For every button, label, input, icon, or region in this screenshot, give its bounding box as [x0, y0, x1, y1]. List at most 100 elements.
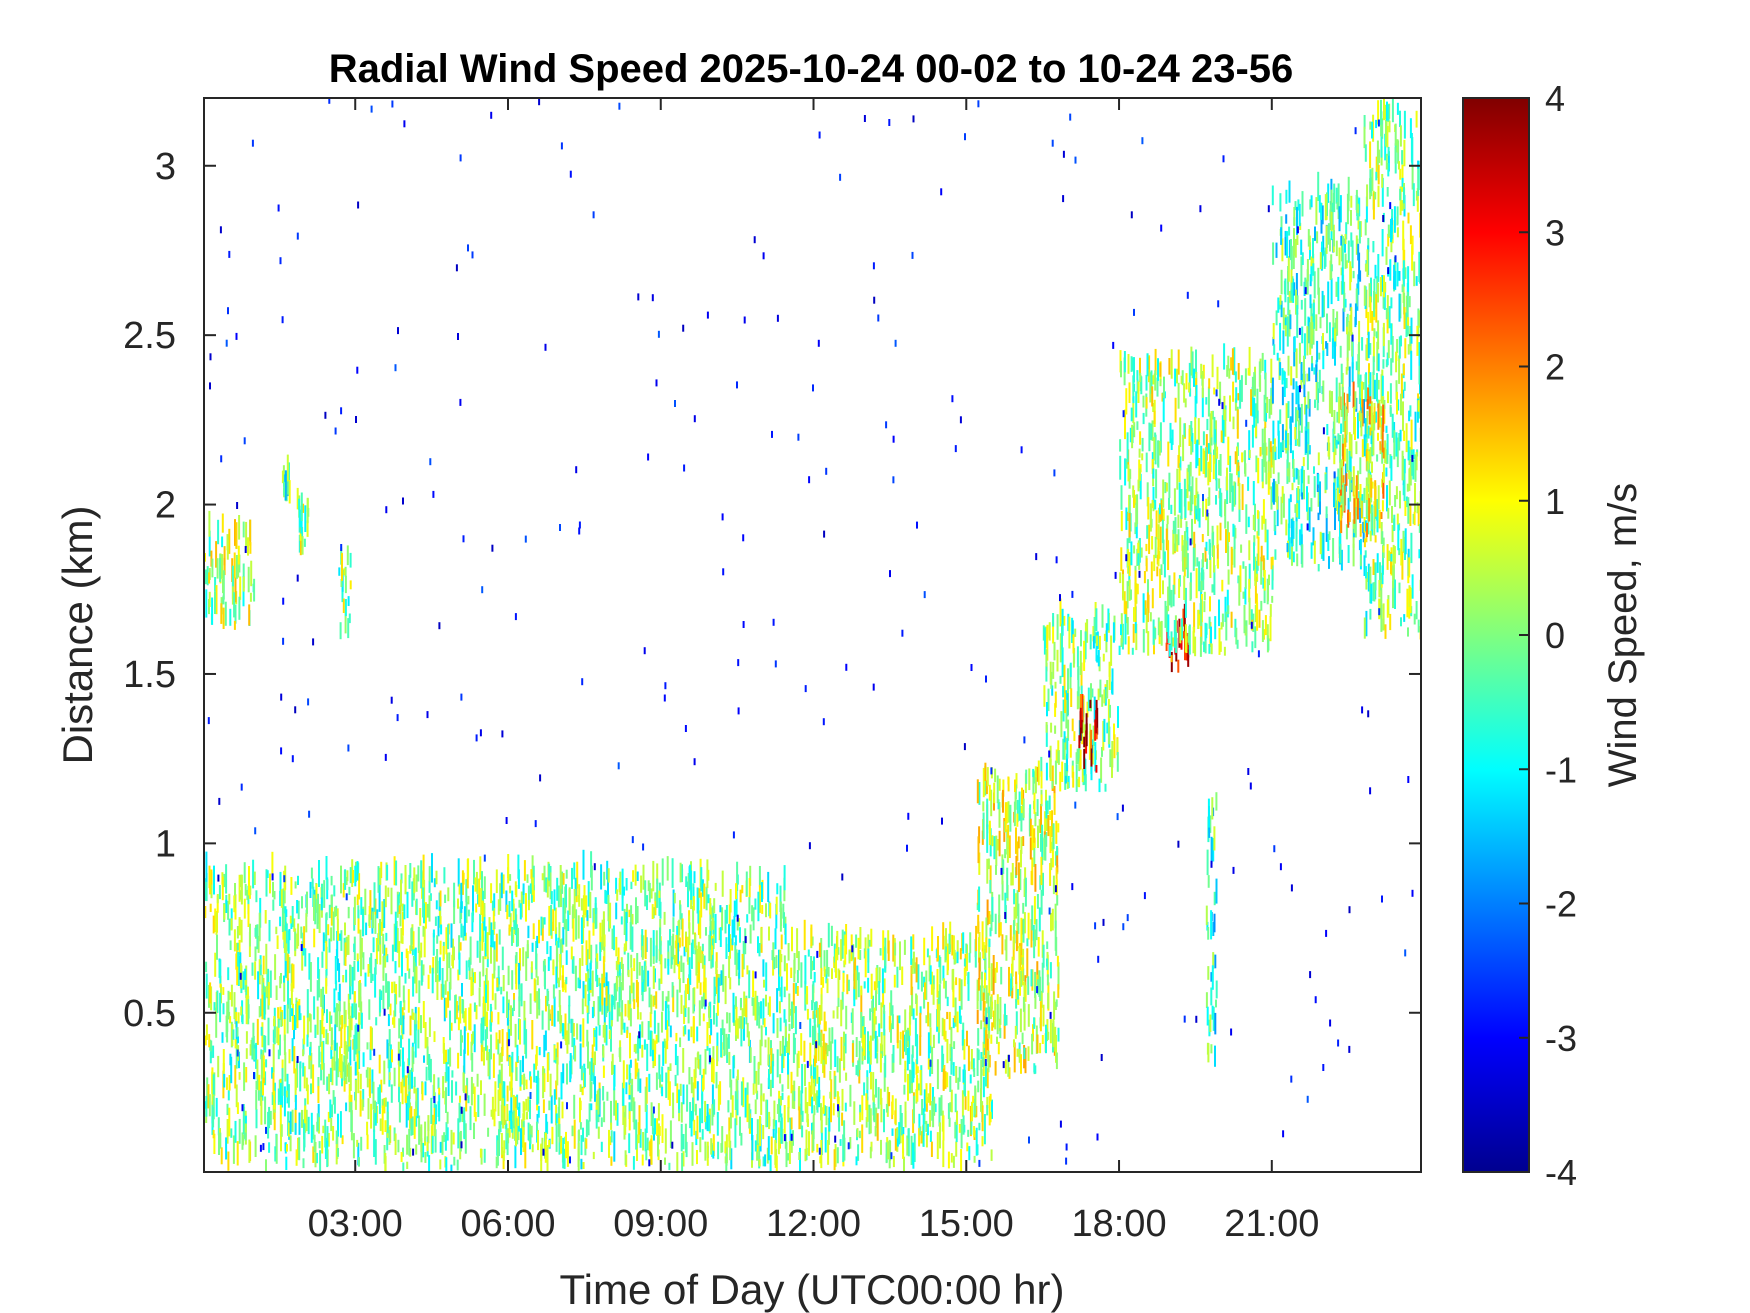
- speed-cell: [291, 1008, 294, 1016]
- speed-cell: [845, 1005, 848, 1030]
- speed-cell: [532, 923, 535, 940]
- speed-cell: [1039, 1042, 1042, 1054]
- speed-cell: [1021, 787, 1023, 805]
- speed-cell: [816, 1095, 819, 1113]
- speed-cell: [1256, 510, 1259, 519]
- speed-cell: [927, 1001, 930, 1020]
- speed-cell: [1188, 362, 1191, 391]
- speed-cell: [1200, 599, 1203, 627]
- speed-cell: [590, 1058, 593, 1082]
- speed-cell: [502, 996, 505, 1014]
- speed-cell: [779, 901, 782, 932]
- speed-cell: [928, 955, 931, 982]
- speed-cell: [699, 1054, 702, 1076]
- speed-cell: [1259, 375, 1262, 392]
- speed-cell: [712, 1046, 715, 1060]
- speed-cell: [1006, 867, 1009, 899]
- speed-cell: [290, 982, 293, 1005]
- speed-cell: [1215, 878, 1218, 904]
- speed-cell: [1263, 427, 1266, 445]
- speed-cell: [796, 970, 799, 983]
- speed-cell: [452, 1132, 455, 1145]
- speed-cell: [752, 997, 755, 1016]
- speed-cell: [334, 956, 337, 985]
- speed-cell: [1103, 689, 1106, 704]
- speed-cell: [796, 928, 799, 958]
- speed-cell: [830, 925, 833, 946]
- speed-cell: [284, 952, 287, 977]
- speed-cell: [301, 941, 304, 971]
- speed-cell: [262, 955, 265, 975]
- speed-cell: [218, 1133, 220, 1155]
- speed-cell: [1120, 547, 1123, 572]
- speed-cell: [1296, 295, 1299, 309]
- speed-cell: [715, 969, 718, 994]
- speed-cell: [277, 1007, 280, 1018]
- speed-cell: [981, 921, 984, 952]
- speed-cell: [1317, 564, 1320, 572]
- speed-cell: [1180, 375, 1183, 384]
- speed-cell: [303, 1123, 306, 1148]
- speed-cell: [894, 942, 897, 956]
- speed-cell: [582, 1162, 585, 1169]
- speed-cell: [322, 1063, 325, 1085]
- speed-cell: [347, 1025, 350, 1052]
- speed-cell: [541, 919, 544, 941]
- speed-cell: [439, 940, 442, 955]
- speed-cell: [1173, 572, 1176, 595]
- speed-cell: [638, 1105, 641, 1135]
- speed-cell: [757, 891, 760, 922]
- speed-cell: [1078, 761, 1081, 772]
- speed-cell: [1054, 725, 1057, 734]
- speed-cell: [618, 878, 621, 893]
- speed-cell: [1243, 605, 1246, 628]
- speed-cell: [990, 789, 993, 817]
- speed-cell: [381, 1098, 384, 1108]
- speed-cell: [1116, 738, 1119, 752]
- speed-cell: [1202, 498, 1204, 517]
- speed-cell: [1296, 468, 1299, 479]
- speed-cell: [655, 945, 658, 963]
- speed-cell: [972, 1095, 975, 1103]
- speed-cell: [824, 1021, 827, 1032]
- speed-cell: [340, 1054, 343, 1079]
- speed-cell: [909, 1069, 911, 1094]
- speed-cell: [299, 1013, 302, 1020]
- speed-cell: [219, 992, 222, 1023]
- speed-cell: [1258, 361, 1261, 387]
- speed-cell: [949, 1102, 952, 1112]
- speed-cell: [608, 1030, 611, 1039]
- speed-cell: [378, 1084, 381, 1114]
- speed-cell: [623, 908, 626, 935]
- speed-cell: [420, 860, 423, 889]
- speed-cell: [1079, 707, 1082, 728]
- speed-cell: [413, 867, 416, 894]
- speed-cell: [1182, 608, 1185, 627]
- speed-cell: [752, 907, 755, 931]
- speed-cell: [875, 1107, 878, 1128]
- speed-cell: [1269, 441, 1272, 453]
- speed-cell: [459, 1106, 462, 1122]
- speed-cell: [369, 890, 372, 920]
- speed-cell: [795, 982, 798, 994]
- speed-cell: [867, 948, 870, 973]
- speed-cell: [755, 1070, 758, 1094]
- speed-cell: [525, 951, 528, 981]
- speed-cell: [711, 1104, 714, 1126]
- speed-cell: [408, 968, 411, 979]
- speed-cell: [1336, 411, 1339, 423]
- speed-cell: [1284, 317, 1287, 326]
- speed-cell: [904, 1060, 907, 1083]
- speed-cell: [947, 943, 949, 971]
- speed-cell: [345, 936, 348, 956]
- speed-cell: [577, 1143, 580, 1171]
- speed-cell: [758, 1143, 761, 1166]
- speed-cell: [1153, 410, 1156, 424]
- speed-cell: [727, 1034, 730, 1049]
- speed-cell: [1234, 451, 1237, 465]
- speed-cell: [1179, 626, 1182, 644]
- speed-cell: [655, 1034, 658, 1044]
- speed-cell: [978, 1122, 981, 1131]
- speed-cell: [1244, 625, 1247, 636]
- speed-cell: [1095, 710, 1098, 734]
